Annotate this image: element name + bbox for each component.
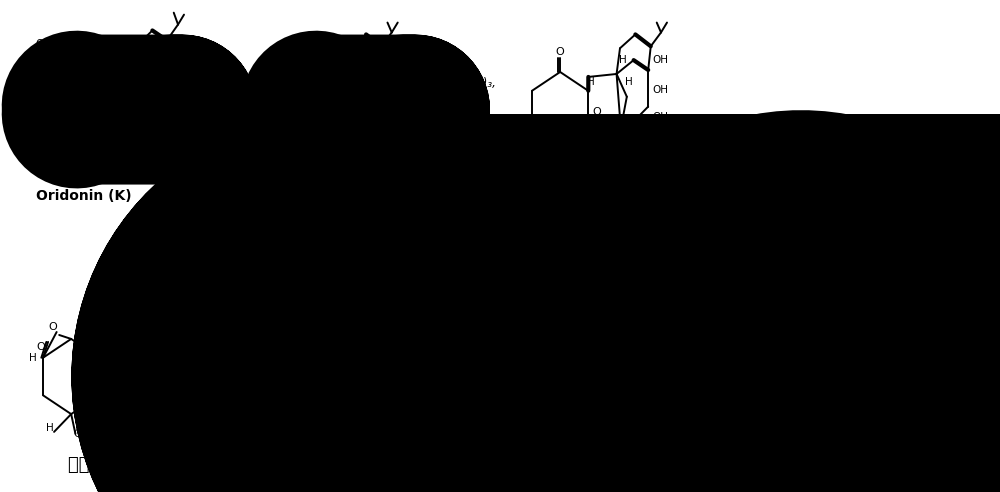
Text: 13. TMSCl, DIPEA, DCM;: 13. TMSCl, DIPEA, DCM; <box>789 250 922 260</box>
Text: H: H <box>381 423 389 433</box>
Text: OH: OH <box>652 113 668 123</box>
Text: M: M <box>584 189 601 208</box>
Text: O: O <box>168 59 176 69</box>
Text: H: H <box>46 423 54 433</box>
Text: O: O <box>593 107 601 117</box>
Text: N: N <box>731 457 745 474</box>
Text: OH: OH <box>499 330 515 340</box>
Text: O: O <box>140 396 149 406</box>
Text: O: O <box>439 373 447 383</box>
Text: O: O <box>738 373 747 383</box>
Text: Oridonin (K): Oridonin (K) <box>36 188 132 203</box>
Text: 90 %: 90 % <box>578 362 608 375</box>
Text: O: O <box>110 107 118 117</box>
Text: H: H <box>31 156 38 166</box>
Text: OH: OH <box>409 429 425 439</box>
Text: O: O <box>701 314 710 324</box>
Text: N₂: N₂ <box>647 371 660 381</box>
Text: OH: OH <box>383 63 399 73</box>
Text: OH: OH <box>36 39 52 49</box>
Text: O: O <box>286 47 295 57</box>
Text: 80 %: 80 % <box>197 99 227 112</box>
Text: O: O <box>323 107 332 117</box>
Text: H: H <box>471 344 479 354</box>
Text: AcOH: AcOH <box>431 92 463 105</box>
Text: then add TBAF, 56 %: then add TBAF, 56 % <box>789 279 906 290</box>
Text: OH: OH <box>708 429 724 439</box>
Text: OH: OH <box>174 112 190 122</box>
Text: OH: OH <box>73 429 89 439</box>
Text: H: H <box>318 77 326 87</box>
Text: H: H <box>680 423 688 433</box>
Text: H: H <box>29 353 37 363</box>
Text: H: H <box>770 344 778 354</box>
Text: O: O <box>556 47 565 57</box>
Text: H: H <box>764 322 772 332</box>
Text: O: O <box>432 457 446 474</box>
Text: H: H <box>266 156 273 166</box>
Text: H: H <box>355 77 363 87</box>
Text: OH: OH <box>174 82 190 92</box>
Text: H: H <box>732 344 740 354</box>
Text: OH: OH <box>798 379 814 390</box>
Text: H: H <box>349 55 357 65</box>
Text: O: O <box>48 322 57 332</box>
Text: H: H <box>619 55 626 65</box>
Text: 15. Toluene Reflux: 15. Toluene Reflux <box>220 347 329 360</box>
Text: O: O <box>402 314 411 324</box>
Text: H: H <box>587 77 595 87</box>
Text: OH: OH <box>798 322 814 332</box>
Text: OH: OH <box>652 85 668 95</box>
Text: OH: OH <box>652 55 668 65</box>
Text: O: O <box>138 357 146 367</box>
Text: H: H <box>433 344 441 354</box>
Text: OH: OH <box>145 373 161 383</box>
Text: OH: OH <box>499 373 515 383</box>
Text: L: L <box>318 189 329 208</box>
Text: o: o <box>841 472 848 482</box>
Text: then DBU, TsN₃, CH₃CN;: then DBU, TsN₃, CH₃CN; <box>789 265 921 275</box>
Text: H: H <box>137 49 145 59</box>
Text: H: H <box>465 322 473 332</box>
Text: 12. NaBH(OAc)₃,: 12. NaBH(OAc)₃, <box>399 77 496 91</box>
Text: 11. Jones Reagent: 11. Jones Reagent <box>159 83 266 96</box>
Text: OH: OH <box>562 162 578 172</box>
Text: 毛萩内酯素 B: 毛萩内酯素 B <box>68 457 140 474</box>
Text: H: H <box>103 77 111 87</box>
Text: O: O <box>37 342 46 352</box>
Text: H: H <box>136 92 143 102</box>
Text: N₂: N₂ <box>348 371 361 381</box>
Text: 76 %: 76 % <box>432 107 462 120</box>
Text: OH: OH <box>798 352 814 362</box>
Text: 81 %: 81 % <box>260 362 289 375</box>
Text: H: H <box>130 322 137 332</box>
Text: H: H <box>625 77 632 87</box>
Text: OH: OH <box>58 162 74 172</box>
Text: OH: OH <box>383 107 399 117</box>
Text: H: H <box>98 344 106 354</box>
Text: 14. DMP, NaHCO₃: 14. DMP, NaHCO₃ <box>542 347 644 360</box>
Text: OH: OH <box>293 162 309 172</box>
Text: H: H <box>535 156 543 166</box>
